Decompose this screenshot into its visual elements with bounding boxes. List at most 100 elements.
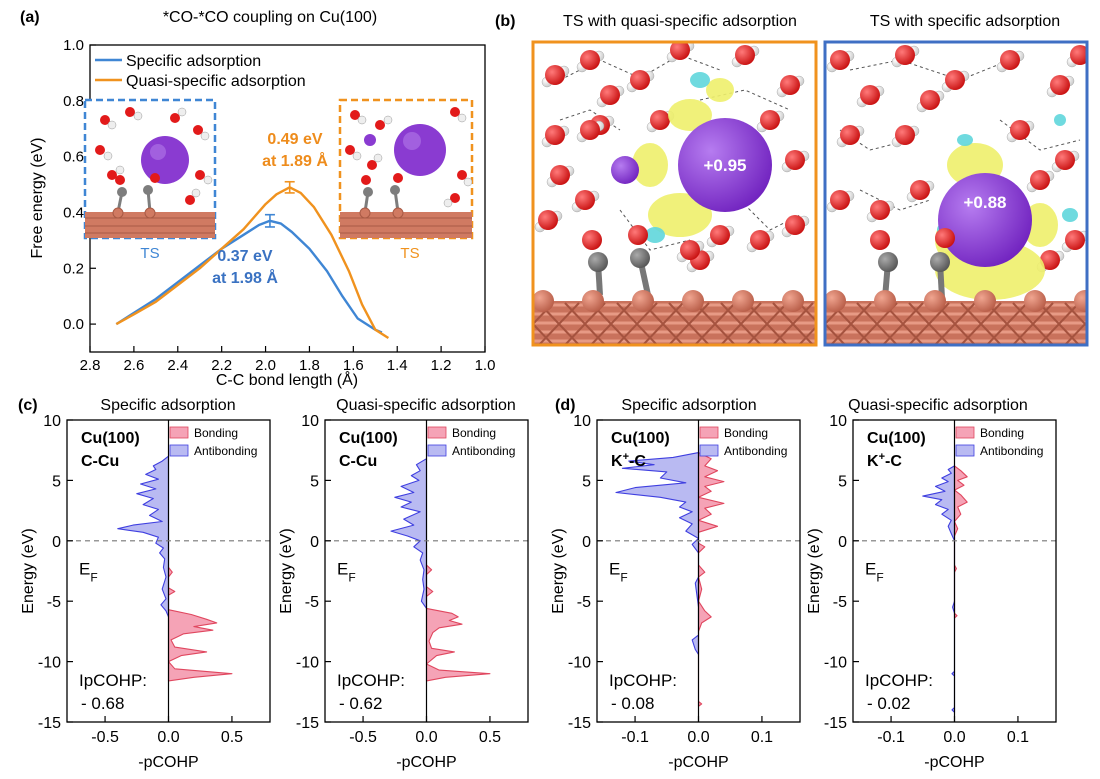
cohp-ylabel: Energy (eV) <box>20 528 37 613</box>
panel-a-label: (a) <box>20 9 40 26</box>
panel-a-curves <box>115 180 390 340</box>
quasi-water-o <box>780 75 800 95</box>
fermi-label: EF <box>609 560 628 585</box>
cohp-ylabel: Energy (eV) <box>550 528 567 613</box>
x-tick-label: 0.5 <box>479 729 501 746</box>
bonding-area <box>425 564 491 682</box>
specific-k-atom <box>938 173 1032 267</box>
legend-antibonding-swatch <box>169 444 189 457</box>
y-tick-label: 0.4 <box>63 204 84 221</box>
y-tick-label: -10 <box>296 655 319 672</box>
quasi-water-o <box>575 190 595 210</box>
legend-bonding-swatch <box>427 426 447 439</box>
x-tick-label: 2.2 <box>211 357 232 374</box>
copper-atom <box>1074 290 1087 312</box>
specific-water-molecules <box>826 45 1087 273</box>
quasi-water-o <box>785 215 805 235</box>
ipcohp-label: IpCOHP: <box>865 671 933 690</box>
specific-water-o <box>1030 170 1050 190</box>
legend-bonding-swatch <box>699 426 719 439</box>
series-line-quasi <box>115 186 390 340</box>
specific-water-o <box>945 70 965 90</box>
cohp-xlabel: -pCOHP <box>396 754 456 771</box>
copper-atom <box>632 290 654 312</box>
ipcohp-label: IpCOHP: <box>337 671 405 690</box>
quasi-water-o <box>785 150 805 170</box>
ipcohp-value: - 0.62 <box>339 694 382 713</box>
y-tick-label: 0.6 <box>63 149 84 166</box>
y-tick-label: 0.8 <box>63 93 84 110</box>
panel-a-ylabel: Free energy (eV) <box>29 138 46 259</box>
y-tick-label: 5 <box>52 473 61 490</box>
panel-d-label: (d) <box>555 397 575 414</box>
cohp-system-label: Cu(100) <box>867 430 926 447</box>
legend-bonding-label: Bonding <box>980 426 1024 440</box>
x-tick-label: 0.0 <box>415 729 437 746</box>
y-tick-label: 10 <box>573 413 591 430</box>
quasi-isosurface <box>632 72 734 243</box>
legend-antibonding-label: Antibonding <box>194 444 257 458</box>
x-tick-label: -0.1 <box>621 729 649 746</box>
copper-atom <box>1024 290 1046 312</box>
y-tick-label: 0 <box>52 534 61 551</box>
panel-a-legend: Specific adsorption Quasi-specific adsor… <box>95 53 306 90</box>
legend-antibonding-swatch <box>955 444 975 457</box>
specific-water-o <box>895 125 915 145</box>
copper-atom <box>682 290 704 312</box>
y-tick-label: -5 <box>833 594 847 611</box>
x-tick-label: 1.4 <box>387 357 408 374</box>
copper-atom <box>533 290 554 312</box>
y-tick-label: 0 <box>310 534 319 551</box>
specific-water-o <box>830 190 850 210</box>
copper-atom <box>874 290 896 312</box>
quasi-water-o <box>580 120 600 140</box>
cohp-panel-d1: Specific adsorption 10 5 0 -5 -10 -15 -0.1 0.0 0.… <box>550 397 801 771</box>
specific-k-charge: +0.88 <box>963 193 1006 212</box>
copper-atom <box>782 290 804 312</box>
copper-atom <box>924 290 946 312</box>
antibonding-area <box>117 455 170 618</box>
panel-c-label: (c) <box>18 397 38 414</box>
quasi-water-o <box>650 110 670 130</box>
panel-a-title: *CO-*CO coupling on Cu(100) <box>163 9 377 26</box>
cohp-panel-c2: Quasi-specific adsorption 10 5 0 -5 -10 -15 -0.… <box>278 397 529 771</box>
copper-atom <box>732 290 754 312</box>
quasi-water-o <box>680 240 700 260</box>
quasi-water-o <box>600 85 620 105</box>
specific-water-o <box>1055 150 1075 170</box>
x-tick-label: -0.5 <box>349 729 377 746</box>
ipcohp-value: - 0.08 <box>611 694 654 713</box>
fermi-label: EF <box>337 560 356 585</box>
legend-quasi-label: Quasi-specific adsorption <box>126 73 306 90</box>
y-tick-label: -15 <box>568 715 591 732</box>
legend-antibonding-label: Antibonding <box>980 444 1043 458</box>
y-tick-label: -5 <box>305 594 319 611</box>
quasi-water-molecules <box>534 42 810 273</box>
cohp-system-label: Cu(100) <box>339 430 398 447</box>
ipcohp-label: IpCOHP: <box>609 671 677 690</box>
quasi-copper-slab <box>533 290 816 345</box>
cohp-title: Quasi-specific adsorption <box>336 397 516 414</box>
specific-water-o <box>840 125 860 145</box>
specific-water-o <box>1040 250 1060 270</box>
x-tick-label: 1.2 <box>431 357 452 374</box>
cohp-bond-label: K+-C <box>867 451 902 470</box>
structure-specific: +0.88 <box>823 40 1100 347</box>
y-tick-label: 1.0 <box>63 37 84 54</box>
bonding-area <box>167 566 233 682</box>
y-tick-label: -10 <box>38 655 61 672</box>
ipcohp-value: - 0.68 <box>81 694 124 713</box>
inset-quasi-k-atom <box>394 124 446 176</box>
specific-water-o <box>860 85 880 105</box>
legend-antibonding-label: Antibonding <box>724 444 787 458</box>
fermi-label: EF <box>865 560 884 585</box>
cohp-ylabel: Energy (eV) <box>806 528 823 613</box>
specific-water-o <box>1070 45 1087 65</box>
quasi-water-o <box>735 45 755 65</box>
legend-bonding-swatch <box>169 426 189 439</box>
cohp-title: Specific adsorption <box>621 397 756 414</box>
x-tick-label: 2.4 <box>167 357 188 374</box>
copper-bond <box>1091 303 1100 345</box>
quasi-water-o <box>750 230 770 250</box>
